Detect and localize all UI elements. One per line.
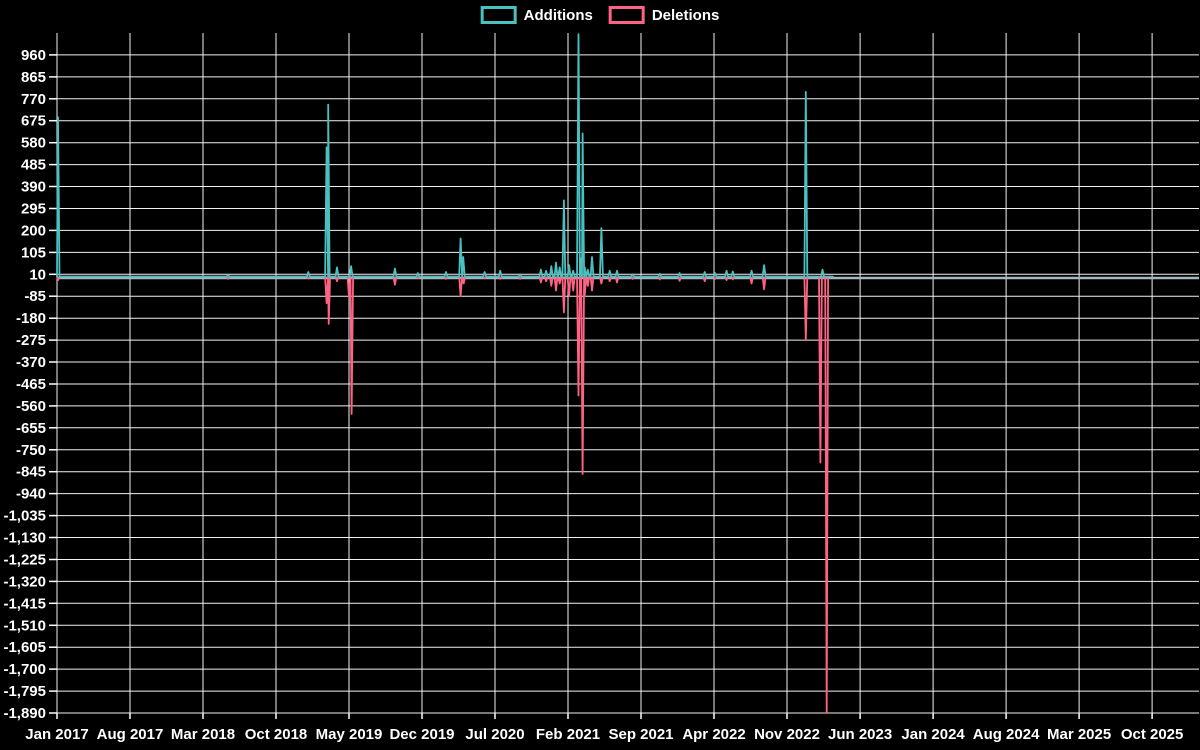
svg-text:580: 580 [21, 135, 46, 152]
svg-text:Jan 2024: Jan 2024 [901, 726, 965, 743]
deletions-color-swatch [608, 6, 645, 24]
svg-text:485: 485 [21, 157, 46, 174]
svg-text:-1,320: -1,320 [3, 573, 46, 590]
svg-text:-560: -560 [16, 398, 46, 415]
svg-text:Nov 2022: Nov 2022 [754, 726, 820, 743]
svg-text:-1,130: -1,130 [3, 530, 46, 547]
svg-text:-180: -180 [16, 310, 46, 327]
svg-text:Jun 2023: Jun 2023 [828, 726, 892, 743]
svg-text:-465: -465 [16, 376, 46, 393]
svg-text:Jul 2020: Jul 2020 [465, 726, 524, 743]
svg-text:10: 10 [29, 266, 46, 283]
svg-text:-1,415: -1,415 [3, 595, 46, 612]
svg-text:-1,605: -1,605 [3, 639, 46, 656]
svg-text:Jan 2017: Jan 2017 [25, 726, 88, 743]
chart-legend: Additions Deletions [480, 6, 720, 24]
svg-text:Dec 2019: Dec 2019 [389, 726, 454, 743]
svg-text:-275: -275 [16, 332, 46, 349]
svg-text:865: 865 [21, 69, 46, 86]
svg-text:-1,795: -1,795 [3, 683, 46, 700]
svg-text:-1,035: -1,035 [3, 508, 46, 525]
svg-text:-845: -845 [16, 464, 46, 481]
svg-text:-370: -370 [16, 354, 46, 371]
svg-text:-85: -85 [24, 288, 46, 305]
svg-text:Apr 2022: Apr 2022 [682, 726, 745, 743]
svg-text:295: 295 [21, 201, 46, 218]
svg-text:-1,700: -1,700 [3, 661, 46, 678]
svg-text:Feb 2021: Feb 2021 [536, 726, 600, 743]
legend-item-deletions[interactable]: Deletions [608, 6, 720, 24]
svg-text:-655: -655 [16, 420, 46, 437]
svg-text:Aug 2017: Aug 2017 [97, 726, 164, 743]
svg-text:105: 105 [21, 244, 46, 261]
svg-text:Oct 2025: Oct 2025 [1121, 726, 1184, 743]
legend-label-additions: Additions [523, 6, 593, 24]
svg-text:-1,225: -1,225 [3, 552, 46, 569]
svg-text:Mar 2025: Mar 2025 [1047, 726, 1111, 743]
svg-text:390: 390 [21, 179, 46, 196]
svg-text:-940: -940 [16, 486, 46, 503]
svg-text:960: 960 [21, 47, 46, 64]
svg-text:-1,510: -1,510 [3, 617, 46, 634]
svg-text:Mar 2018: Mar 2018 [171, 726, 235, 743]
svg-text:675: 675 [21, 113, 46, 130]
svg-text:-750: -750 [16, 442, 46, 459]
svg-text:Aug 2024: Aug 2024 [973, 726, 1040, 743]
legend-label-deletions: Deletions [651, 6, 720, 24]
svg-text:770: 770 [21, 91, 46, 108]
svg-text:Sep 2021: Sep 2021 [608, 726, 673, 743]
svg-text:-1,890: -1,890 [3, 705, 46, 722]
legend-item-additions[interactable]: Additions [480, 6, 593, 24]
additions-color-swatch [480, 6, 517, 24]
svg-text:Oct 2018: Oct 2018 [245, 726, 308, 743]
svg-text:200: 200 [21, 222, 46, 239]
svg-text:May 2019: May 2019 [316, 726, 383, 743]
